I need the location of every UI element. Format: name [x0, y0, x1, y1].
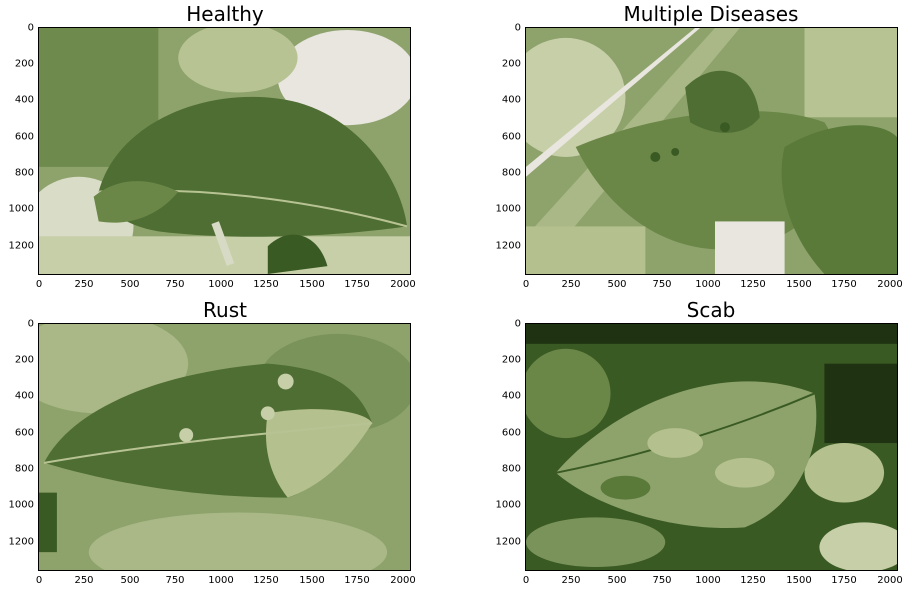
x-tick-label: 500	[607, 575, 627, 586]
x-tick-label: 250	[561, 279, 581, 290]
y-tick-label: 1000	[8, 499, 34, 511]
y-tick-label: 800	[14, 167, 34, 179]
y-tick-label: 800	[501, 463, 521, 475]
x-tick-label: 0	[35, 575, 43, 586]
x-tick-label: 1250	[253, 575, 279, 586]
y-tick-label: 1200	[8, 240, 34, 252]
x-tick-label: 1750	[344, 279, 370, 290]
y-tick-label: 1200	[8, 536, 34, 548]
y-tick-label: 1200	[495, 536, 521, 548]
x-tick-label: 500	[607, 279, 627, 290]
x-tick-label: 250	[561, 575, 581, 586]
x-tick-label: 500	[120, 575, 140, 586]
y-tick-label: 400	[501, 390, 521, 402]
x-tick-label: 1750	[344, 575, 370, 586]
x-tick-label: 500	[120, 279, 140, 290]
y-tick-label: 1200	[495, 240, 521, 252]
y-tick-label: 0	[27, 318, 34, 330]
y-tick-label: 0	[514, 22, 521, 34]
x-tick-label: 1250	[253, 279, 279, 290]
x-tick-label: 1000	[695, 575, 721, 586]
x-tick-label: 2000	[390, 279, 416, 290]
y-tick-label: 400	[501, 94, 521, 106]
y-tick-label: 0	[27, 22, 34, 34]
x-tick-label: 250	[74, 575, 94, 586]
x-tick-label: 1500	[299, 575, 325, 586]
x-tick-label: 250	[74, 279, 94, 290]
x-tick-label: 1500	[299, 279, 325, 290]
x-tick-label: 750	[165, 279, 185, 290]
y-tick-label: 400	[14, 390, 34, 402]
x-tick-label: 1500	[786, 279, 812, 290]
y-tick-label: 200	[14, 58, 34, 70]
y-tick-label: 1000	[495, 499, 521, 511]
x-tick-label: 1000	[695, 279, 721, 290]
y-tick-label: 400	[14, 94, 34, 106]
panel-title: Rust	[203, 298, 247, 322]
x-tick-label: 750	[652, 575, 672, 586]
x-tick-label: 1750	[831, 279, 857, 290]
y-tick-label: 600	[501, 427, 521, 439]
leaf-image-multiple-diseases	[525, 27, 898, 275]
y-tick-label: 600	[501, 131, 521, 143]
x-tick-label: 0	[35, 279, 43, 290]
leaf-image-scab	[525, 323, 898, 571]
leaf-image-healthy	[38, 27, 411, 275]
x-tick-label: 2000	[877, 575, 903, 586]
x-tick-label: 2000	[877, 279, 903, 290]
x-tick-label: 0	[522, 575, 530, 586]
leaf-image-rust	[38, 323, 411, 571]
x-tick-label: 2000	[390, 575, 416, 586]
x-tick-label: 1250	[740, 279, 766, 290]
panel-title: Multiple Diseases	[623, 2, 799, 26]
panel-title: Scab	[686, 298, 736, 322]
x-tick-label: 0	[522, 279, 530, 290]
y-tick-label: 600	[14, 427, 34, 439]
y-tick-label: 800	[501, 167, 521, 179]
y-tick-label: 200	[501, 354, 521, 366]
y-tick-label: 200	[14, 354, 34, 366]
x-tick-label: 1000	[208, 279, 234, 290]
x-tick-label: 750	[652, 279, 672, 290]
x-tick-label: 1250	[740, 575, 766, 586]
y-tick-label: 1000	[8, 203, 34, 215]
x-tick-label: 1000	[208, 575, 234, 586]
y-tick-label: 0	[514, 318, 521, 330]
panel-title: Healthy	[186, 2, 264, 26]
x-tick-label: 750	[165, 575, 185, 586]
y-tick-label: 600	[14, 131, 34, 143]
y-tick-label: 200	[501, 58, 521, 70]
x-tick-label: 1500	[786, 575, 812, 586]
y-tick-label: 800	[14, 463, 34, 475]
x-tick-label: 1750	[831, 575, 857, 586]
y-tick-label: 1000	[495, 203, 521, 215]
